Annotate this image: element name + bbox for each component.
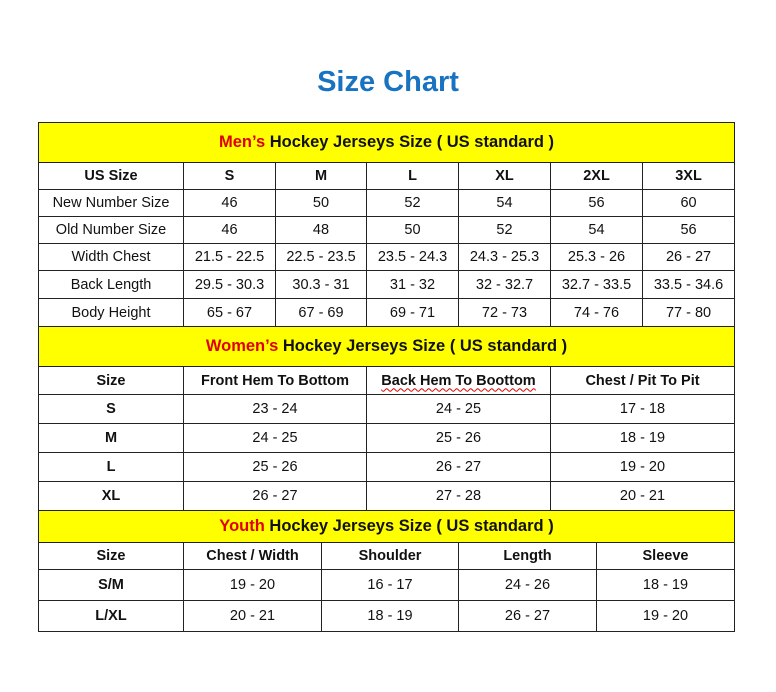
table-row: M 24 - 25 25 - 26 18 - 19 (38, 423, 736, 453)
column-header: Chest / Width (183, 542, 322, 570)
table-cell: 19 - 20 (183, 569, 322, 601)
table-row: Body Height 65 - 67 67 - 69 69 - 71 72 - 73 7… (38, 298, 736, 327)
row-label: L (38, 452, 184, 482)
header-row: Size Front Hem To Bottom Back Hem To Boott… (38, 366, 736, 395)
row-label: New Number Size (38, 189, 184, 217)
column-header: Size (38, 366, 184, 395)
table-row: New Number Size 46 50 52 54 56 60 (38, 189, 736, 217)
column-header: Shoulder (321, 542, 459, 570)
row-label: Body Height (38, 298, 184, 327)
table-cell: 19 - 20 (595, 600, 736, 632)
table-cell: 25.3 - 26 (550, 243, 643, 271)
table-cell: 29.5 - 30.3 (183, 270, 276, 299)
table-row: Back Length 29.5 - 30.3 30.3 - 31 31 - 32 32… (38, 270, 736, 299)
header-row: Size Chest / Width Shoulder Length Sleeve (38, 542, 736, 570)
table-cell: 18 - 19 (549, 423, 736, 453)
table-cell: 60 (641, 189, 736, 217)
column-header: L (366, 162, 459, 190)
table-row: Width Chest 21.5 - 22.5 22.5 - 23.5 23.5 - … (38, 243, 736, 271)
table-cell: 24 - 25 (366, 394, 551, 424)
table-cell: 20 - 21 (549, 481, 736, 511)
table-cell: 67 - 69 (275, 298, 367, 327)
table-cell: 31 - 32 (366, 270, 459, 299)
column-header: 2XL (550, 162, 643, 190)
size-chart: Men’s Hockey Jerseys Size ( US standard … (37, 122, 736, 632)
table-cell: 23 - 24 (183, 394, 367, 424)
table-cell: 18 - 19 (321, 600, 459, 632)
table-cell: 32.7 - 33.5 (550, 270, 643, 299)
table-cell: 52 (366, 189, 459, 217)
table-cell: 18 - 19 (595, 569, 736, 601)
column-header: Chest / Pit To Pit (549, 366, 736, 395)
table-cell: 17 - 18 (549, 394, 736, 424)
table-cell: 19 - 20 (549, 452, 736, 482)
table-cell: 56 (550, 189, 643, 217)
row-label: Width Chest (38, 243, 184, 271)
table-cell: 24 - 26 (458, 569, 597, 601)
column-header: Size (38, 542, 184, 570)
table-cell: 26 - 27 (458, 600, 597, 632)
column-header: S (183, 162, 276, 190)
table-cell: 23.5 - 24.3 (366, 243, 459, 271)
table-cell: 26 - 27 (366, 452, 551, 482)
column-header: Front Hem To Bottom (183, 366, 367, 395)
youth-section-title: Youth Hockey Jerseys Size ( US standard … (37, 510, 736, 543)
header-row: US Size S M L XL 2XL 3XL (38, 162, 736, 190)
table-cell: 24.3 - 25.3 (458, 243, 551, 271)
row-label: S/M (38, 569, 184, 601)
table-cell: 69 - 71 (366, 298, 459, 327)
men-table: Men’s Hockey Jerseys Size ( US standard … (37, 122, 736, 327)
page-title: Size Chart (317, 66, 459, 98)
table-row: L/XL 20 - 21 18 - 19 26 - 27 19 - 20 (38, 600, 736, 632)
table-cell: 27 - 28 (366, 481, 551, 511)
women-section-title: Women’s Hockey Jerseys Size ( US standar… (37, 326, 736, 367)
women-table: Women’s Hockey Jerseys Size ( US standar… (37, 326, 736, 511)
row-label: M (38, 423, 184, 453)
table-cell: 26 - 27 (183, 481, 367, 511)
table-row: XL 26 - 27 27 - 28 20 - 21 (38, 481, 736, 511)
table-cell: 72 - 73 (458, 298, 551, 327)
table-row: S 23 - 24 24 - 25 17 - 18 (38, 394, 736, 424)
table-cell: 46 (183, 216, 276, 244)
table-cell: 52 (458, 216, 551, 244)
row-label: XL (38, 481, 184, 511)
column-header: US Size (38, 162, 184, 190)
youth-table: Youth Hockey Jerseys Size ( US standard … (37, 510, 736, 632)
table-cell: 48 (275, 216, 367, 244)
table-cell: 74 - 76 (550, 298, 643, 327)
table-cell: 26 - 27 (641, 243, 736, 271)
table-cell: 21.5 - 22.5 (183, 243, 276, 271)
table-cell: 46 (183, 189, 276, 217)
column-header: M (275, 162, 367, 190)
table-cell: 50 (275, 189, 367, 217)
column-header: Length (458, 542, 597, 570)
column-header: Back Hem To Boottom (366, 366, 551, 395)
table-cell: 54 (550, 216, 643, 244)
column-header: XL (458, 162, 551, 190)
table-cell: 54 (458, 189, 551, 217)
table-cell: 25 - 26 (183, 452, 367, 482)
table-cell: 65 - 67 (183, 298, 276, 327)
table-row: S/M 19 - 20 16 - 17 24 - 26 18 - 19 (38, 569, 736, 601)
table-cell: 25 - 26 (366, 423, 551, 453)
table-cell: 56 (641, 216, 736, 244)
table-row: Old Number Size 46 48 50 52 54 56 (38, 216, 736, 244)
table-cell: 30.3 - 31 (275, 270, 367, 299)
table-cell: 50 (366, 216, 459, 244)
column-header: Sleeve (595, 542, 736, 570)
table-cell: 77 - 80 (641, 298, 736, 327)
table-cell: 16 - 17 (321, 569, 459, 601)
row-label: Old Number Size (38, 216, 184, 244)
column-header: 3XL (641, 162, 736, 190)
row-label: Back Length (38, 270, 184, 299)
row-label: L/XL (38, 600, 184, 632)
table-cell: 32 - 32.7 (458, 270, 551, 299)
table-row: L 25 - 26 26 - 27 19 - 20 (38, 452, 736, 482)
table-cell: 24 - 25 (183, 423, 367, 453)
men-section-title: Men’s Hockey Jerseys Size ( US standard … (37, 122, 736, 163)
row-label: S (38, 394, 184, 424)
table-cell: 20 - 21 (183, 600, 322, 632)
table-cell: 22.5 - 23.5 (275, 243, 367, 271)
table-cell: 33.5 - 34.6 (641, 270, 736, 299)
